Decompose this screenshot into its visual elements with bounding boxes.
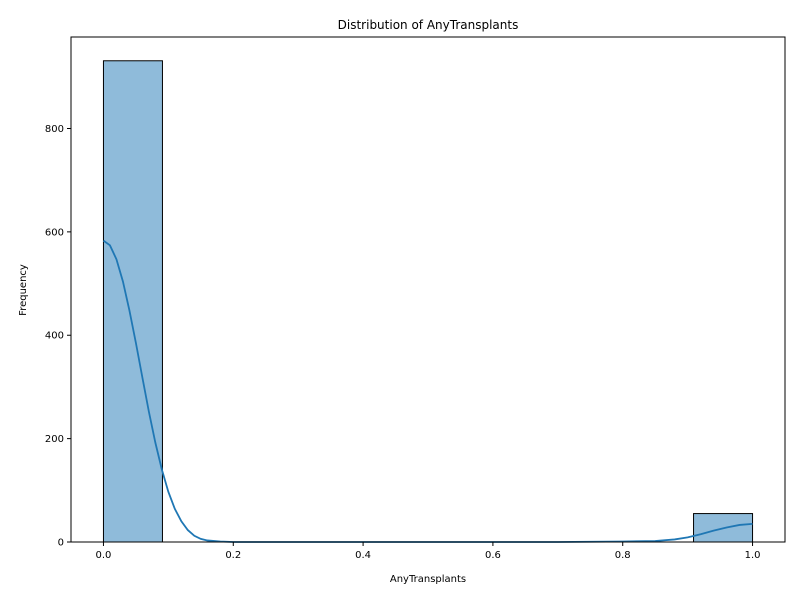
y-tick-label: 400 <box>45 331 64 342</box>
x-axis-label: AnyTransplants <box>390 574 466 585</box>
y-axis-ticks: 0 200 400 600 800 <box>45 124 71 549</box>
y-tick-label: 600 <box>45 227 64 238</box>
x-tick-label: 0.4 <box>355 550 371 561</box>
histogram-bars <box>102 60 754 543</box>
kde-curve <box>102 239 753 543</box>
axes-frame <box>70 36 786 543</box>
axes-spines <box>70 36 786 543</box>
x-tick-label: 0.0 <box>96 550 112 561</box>
x-tick-label: 0.2 <box>225 550 241 561</box>
y-tick-label: 200 <box>45 434 64 445</box>
y-tick-label: 800 <box>45 124 64 135</box>
x-axis-ticks: 0.0 0.2 0.4 0.6 0.8 1.0 <box>96 542 761 561</box>
y-tick-label: 0 <box>58 538 64 549</box>
histogram-bar-0 <box>102 60 163 543</box>
x-tick-label: 0.6 <box>485 550 501 561</box>
y-axis-label: Frequency <box>18 264 29 316</box>
x-tick-label: 1.0 <box>745 550 761 561</box>
x-tick-label: 0.8 <box>615 550 631 561</box>
chart-title: Distribution of AnyTransplants <box>338 18 519 32</box>
